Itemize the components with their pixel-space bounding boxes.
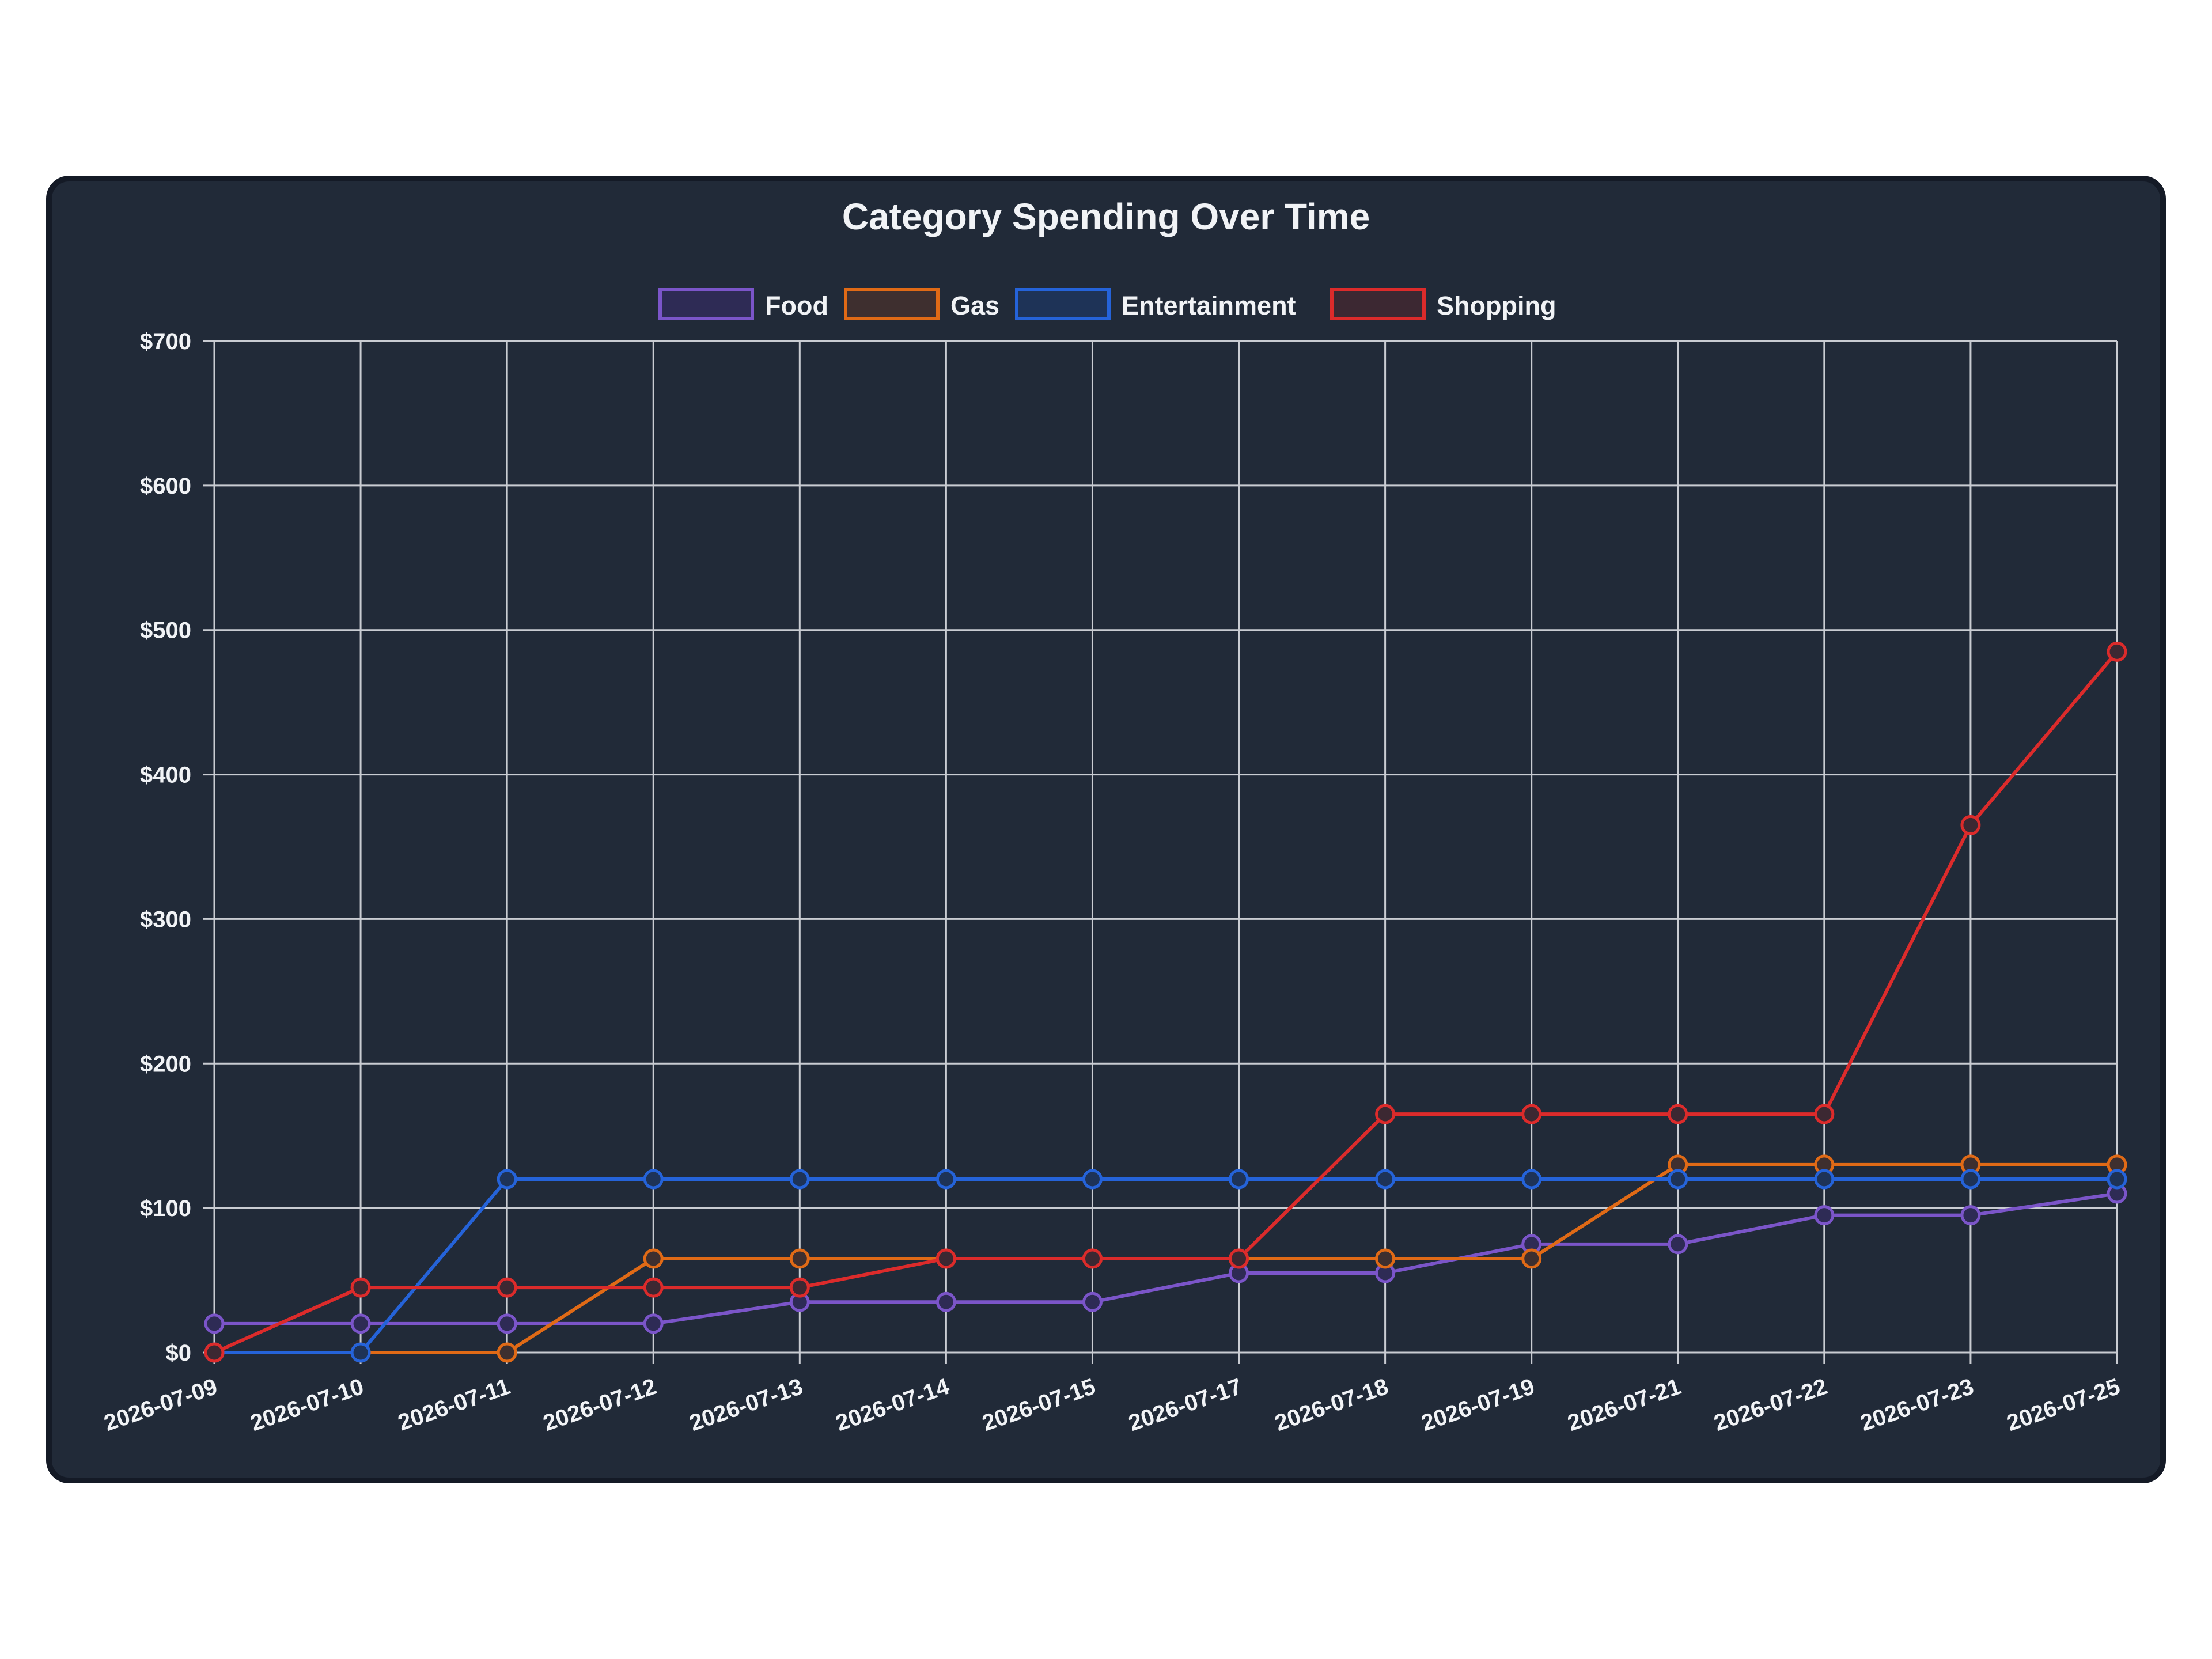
y-tick-label: $200 — [140, 1051, 191, 1077]
data-point-shopping[interactable] — [1375, 1104, 1396, 1124]
x-tick-label: 2026-07-09 — [101, 1374, 221, 1436]
data-point-entertainment[interactable] — [497, 1169, 517, 1190]
data-point-food[interactable] — [350, 1313, 371, 1334]
series-group — [204, 641, 2127, 1363]
data-point-shopping[interactable] — [789, 1277, 810, 1298]
data-point-entertainment[interactable] — [1668, 1169, 1688, 1190]
data-point-gas[interactable] — [789, 1248, 810, 1269]
legend-swatch — [1330, 288, 1426, 320]
x-tick-label: 2026-07-11 — [395, 1374, 513, 1436]
data-point-food[interactable] — [497, 1313, 517, 1334]
data-point-entertainment[interactable] — [1814, 1169, 1835, 1190]
legend-item-shopping[interactable]: Shopping — [1330, 288, 1556, 320]
data-point-entertainment[interactable] — [1960, 1169, 1981, 1190]
x-tick-label: 2026-07-19 — [1418, 1374, 1538, 1436]
data-point-gas[interactable] — [643, 1248, 664, 1269]
y-tick-label: $700 — [140, 329, 191, 354]
x-axis-ticks: 2026-07-09 2026-07-10 2026-07-11 2026-07-12… — [101, 1374, 2123, 1436]
data-point-shopping[interactable] — [1521, 1104, 1542, 1124]
data-point-shopping[interactable] — [1960, 815, 1981, 835]
data-point-shopping[interactable] — [204, 1342, 225, 1363]
series-entertainment — [204, 1169, 2127, 1363]
data-point-shopping[interactable] — [1814, 1104, 1835, 1124]
data-point-shopping[interactable] — [2107, 641, 2127, 662]
y-tick-label: $0 — [166, 1340, 192, 1366]
data-point-food[interactable] — [1960, 1205, 1981, 1226]
x-tick-label: 2026-07-14 — [833, 1374, 953, 1436]
legend-label: Gas — [950, 291, 999, 320]
x-tick-label: 2026-07-15 — [979, 1374, 1099, 1436]
data-point-entertainment[interactable] — [350, 1342, 371, 1363]
series-food — [204, 1183, 2127, 1334]
x-tick-label: 2026-07-23 — [1857, 1374, 1977, 1436]
legend-label: Entertainment — [1122, 291, 1296, 320]
series-line-food — [214, 1192, 2118, 1325]
legend-swatch — [658, 288, 754, 320]
data-point-shopping[interactable] — [350, 1277, 371, 1298]
data-point-food[interactable] — [204, 1313, 225, 1334]
legend: Food Gas Entertainment Shopping — [658, 288, 1556, 320]
grid — [203, 340, 2118, 1364]
chart-card — [46, 176, 2166, 1483]
x-tick-label: 2026-07-10 — [247, 1374, 367, 1436]
legend-swatch — [844, 288, 940, 320]
x-tick-label: 2026-07-17 — [1126, 1374, 1245, 1436]
data-point-entertainment[interactable] — [1082, 1169, 1103, 1190]
data-point-food[interactable] — [1814, 1205, 1835, 1226]
y-tick-label: $400 — [140, 763, 191, 788]
legend-item-food[interactable]: Food — [658, 288, 828, 320]
data-point-entertainment[interactable] — [643, 1169, 664, 1190]
data-point-entertainment[interactable] — [1521, 1169, 1542, 1190]
x-tick-label: 2026-07-13 — [686, 1374, 806, 1436]
data-point-shopping[interactable] — [935, 1248, 956, 1269]
legend-item-entertainment[interactable]: Entertainment — [1015, 288, 1296, 320]
chart-title: Category Spending Over Time — [842, 196, 1370, 237]
y-tick-label: $100 — [140, 1196, 191, 1221]
x-tick-label: 2026-07-18 — [1272, 1374, 1392, 1436]
y-tick-label: $500 — [140, 618, 191, 643]
data-point-entertainment[interactable] — [935, 1169, 956, 1190]
data-point-gas[interactable] — [497, 1342, 517, 1363]
series-shopping — [204, 641, 2127, 1363]
data-point-food[interactable] — [1082, 1291, 1103, 1312]
data-point-entertainment[interactable] — [1229, 1169, 1249, 1190]
series-line-entertainment — [214, 1177, 2117, 1354]
x-tick-label: 2026-07-22 — [1711, 1374, 1831, 1436]
data-point-entertainment[interactable] — [789, 1169, 810, 1190]
legend-label: Food — [765, 291, 828, 320]
legend-label: Shopping — [1437, 291, 1556, 320]
data-point-gas[interactable] — [1375, 1248, 1396, 1269]
data-point-entertainment[interactable] — [1375, 1169, 1396, 1190]
y-tick-label: $300 — [140, 907, 191, 932]
y-tick-label: $600 — [140, 474, 191, 499]
legend-swatch — [1015, 288, 1111, 320]
x-tick-label: 2026-07-12 — [540, 1374, 660, 1436]
legend-item-gas[interactable]: Gas — [844, 288, 999, 320]
data-point-shopping[interactable] — [1082, 1248, 1103, 1269]
x-tick-label: 2026-07-21 — [1565, 1374, 1684, 1436]
data-point-shopping[interactable] — [1229, 1248, 1249, 1269]
data-point-food[interactable] — [643, 1313, 664, 1334]
x-tick-label: 2026-07-25 — [2003, 1374, 2123, 1436]
y-axis-ticks: $0 $100 $200 $300 $400 $500 $600 $700 — [140, 329, 191, 1366]
data-point-food[interactable] — [935, 1291, 956, 1312]
data-point-shopping[interactable] — [643, 1277, 664, 1298]
data-point-entertainment[interactable] — [2107, 1169, 2127, 1190]
data-point-shopping[interactable] — [1668, 1104, 1688, 1124]
data-point-gas[interactable] — [1521, 1248, 1542, 1269]
data-point-food[interactable] — [1668, 1234, 1688, 1255]
data-point-shopping[interactable] — [497, 1277, 517, 1298]
series-line-shopping — [213, 650, 2119, 1354]
